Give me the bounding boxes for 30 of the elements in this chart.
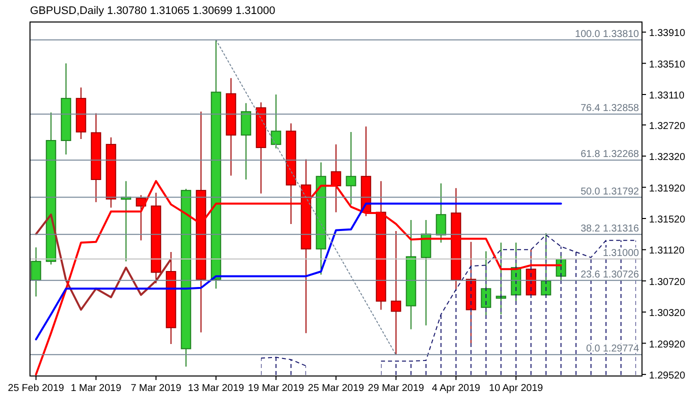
y-tick-label: 1.33110 (649, 90, 685, 102)
x-tick-label: 25 Feb 2019 (8, 383, 65, 394)
x-tick-label: 19 Mar 2019 (248, 383, 305, 394)
ref-line-label: 1.31000 (602, 248, 640, 260)
y-tick-label: 1.32320 (649, 152, 686, 164)
y-tick-label: 1.31120 (649, 246, 685, 257)
x-tick-label: 1 Mar 2019 (70, 383, 122, 394)
x-tick-label: 29 Mar 2019 (368, 383, 425, 394)
x-tick-label: 4 Apr 2019 (432, 383, 481, 394)
x-tick-label: 10 Apr 2019 (489, 383, 544, 394)
ref-line-label: 38.2 1.31316 (580, 223, 640, 234)
y-tick-label: 1.33910 (649, 28, 686, 40)
y-tick-label: 1.29920 (649, 339, 686, 350)
ref-line-label: 50.0 1.31792 (580, 186, 640, 198)
y-tick-label: 1.31520 (649, 214, 686, 226)
y-tick-label: 1.32720 (649, 120, 686, 132)
ref-line-label: 76.4 1.32858 (580, 103, 640, 114)
x-tick-label: 25 Mar 2019 (308, 383, 365, 394)
x-tick-label: 13 Mar 2019 (188, 383, 245, 394)
y-tick-label: 1.31920 (649, 183, 686, 194)
ref-line-label: 61.8 1.32268 (580, 149, 640, 160)
x-tick-label: 7 Mar 2019 (130, 383, 182, 394)
y-tick-label: 1.30320 (649, 308, 686, 320)
ref-line-label: 100.0 1.33810 (575, 28, 640, 40)
y-tick-label: 1.33510 (649, 59, 686, 70)
y-tick-label: 1.30720 (649, 276, 686, 288)
ref-line-label: 0.0 1.29774 (586, 344, 640, 355)
y-tick-label: 1.29520 (649, 370, 686, 382)
chart-title: GBPUSD,Daily 1.30780 1.31065 1.30699 1.31000 (30, 5, 276, 17)
ref-line-label: 23.6 1.30726 (580, 269, 640, 280)
